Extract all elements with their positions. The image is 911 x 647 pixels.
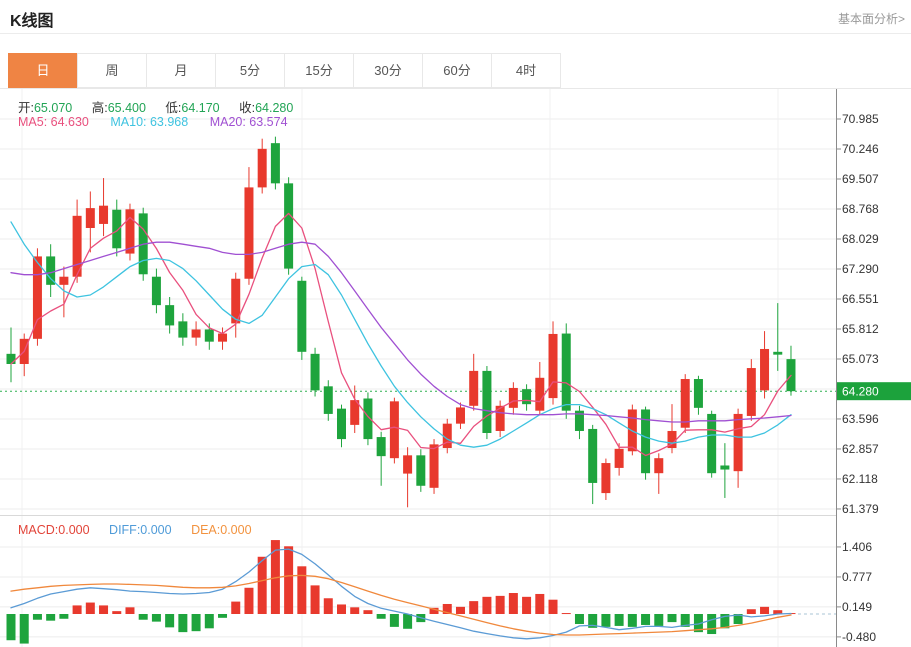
main-axis-tick: 62.857 bbox=[842, 442, 879, 456]
interval-tab-2[interactable]: 月 bbox=[146, 53, 216, 88]
dea-line bbox=[10, 574, 792, 636]
main-axis-tick: 68.029 bbox=[842, 232, 879, 246]
main-axis-tick: 70.246 bbox=[842, 142, 879, 156]
candles-layer bbox=[6, 136, 796, 508]
current-price-badge: 64.280 bbox=[837, 382, 911, 401]
diff-line bbox=[10, 548, 792, 640]
macd-axis-tick: -0.480 bbox=[842, 630, 876, 644]
macd-axis-tick: 1.406 bbox=[842, 540, 872, 554]
interval-tab-4[interactable]: 15分 bbox=[284, 53, 354, 88]
current-price-badge-text: 64.280 bbox=[842, 385, 879, 399]
interval-tab-1[interactable]: 周 bbox=[77, 53, 147, 88]
macd-histogram-layer bbox=[6, 540, 836, 644]
main-axis-tick: 62.118 bbox=[842, 472, 878, 486]
main-axis-tick: 68.768 bbox=[842, 202, 879, 216]
fundamental-analysis-link[interactable]: 基本面分析> bbox=[837, 12, 905, 26]
interval-tab-3[interactable]: 5分 bbox=[215, 53, 285, 88]
ma20-line bbox=[10, 241, 792, 423]
main-axis-tick: 69.507 bbox=[842, 172, 879, 186]
interval-tab-5[interactable]: 30分 bbox=[353, 53, 423, 88]
page-title: K线图 bbox=[10, 13, 54, 30]
main-axis-tick: 67.290 bbox=[842, 262, 879, 276]
main-axis-tick: 65.073 bbox=[842, 352, 879, 366]
macd-axis-tick: 0.777 bbox=[842, 570, 872, 584]
main-axis-tick: 63.596 bbox=[842, 412, 879, 426]
main-axis-tick: 66.551 bbox=[842, 292, 879, 306]
macd-axis-tick: 0.149 bbox=[842, 600, 872, 614]
main-axis-tick: 61.379 bbox=[842, 502, 879, 516]
chart-area[interactable]: 70.985 70.246 69.507 68.768 68.029 67.290 66.5… bbox=[0, 89, 911, 647]
ma5-line bbox=[10, 212, 792, 457]
kline-chart-canvas[interactable]: 70.985 70.246 69.507 68.768 68.029 67.290 66.5… bbox=[0, 89, 911, 647]
gridlines-layer bbox=[0, 89, 836, 647]
main-axis-tick: 65.812 bbox=[842, 322, 879, 336]
price-axis: 70.985 70.246 69.507 68.768 68.029 67.290 66.5… bbox=[836, 89, 879, 647]
interval-tab-7[interactable]: 4时 bbox=[491, 53, 561, 88]
main-axis-tick: 70.985 bbox=[842, 112, 879, 126]
ma10-line bbox=[10, 221, 792, 448]
interval-tabbar: 日周月 5分 15分 30分 60分 4时 bbox=[0, 53, 911, 89]
interval-tab-0[interactable]: 日 bbox=[8, 53, 78, 88]
page-header: K线图 基本面分析> bbox=[0, 0, 911, 34]
interval-tab-6[interactable]: 60分 bbox=[422, 53, 492, 88]
